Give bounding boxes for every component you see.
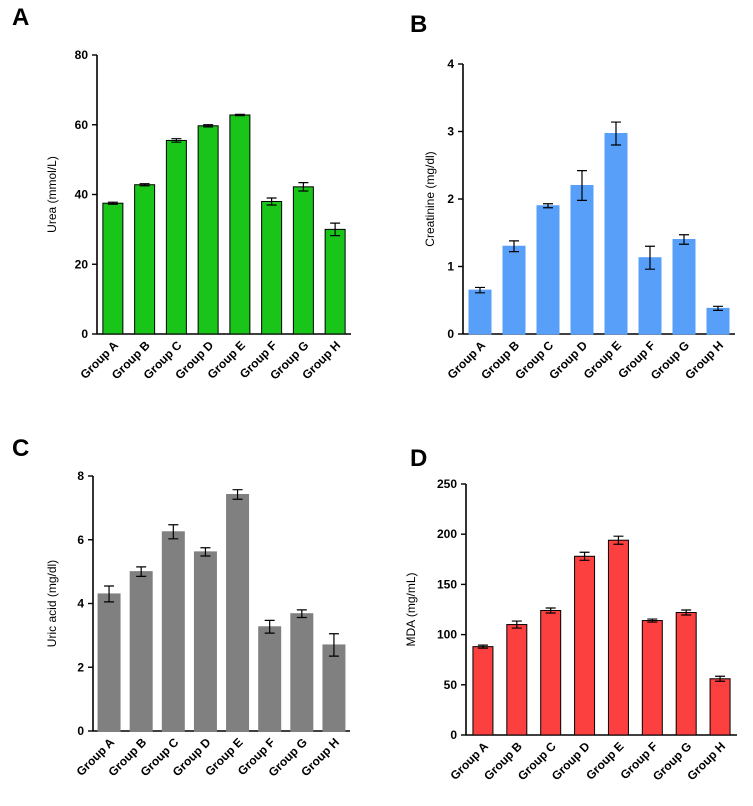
panel-c-error-bar xyxy=(264,619,275,634)
panel-a-bar xyxy=(261,200,283,335)
panel-d-error-bar xyxy=(681,609,692,616)
panel-d-y-tick-label: 0 xyxy=(450,728,457,742)
panel-a-error-bar xyxy=(139,183,150,187)
panel-a-y-tick-label: 80 xyxy=(75,48,89,62)
panel-d-y-tick-label: 150 xyxy=(437,577,457,591)
panel-c-error-bar xyxy=(232,489,243,500)
panel-d-bar xyxy=(675,612,697,736)
panel-d-error-bar xyxy=(579,551,590,561)
panel-d-letter: D xyxy=(410,445,427,472)
panel-b-y-tick-label: 3 xyxy=(447,125,454,139)
panel-b-bar xyxy=(672,239,696,335)
panel-b-error-bar xyxy=(509,240,519,253)
panel-a-y-tick-label: 20 xyxy=(75,257,89,271)
panel-a-bar xyxy=(292,186,314,335)
panel-d-y-tick-label: 50 xyxy=(444,678,458,692)
panel-a-bar xyxy=(324,228,346,335)
panel-b-y-tick-label: 2 xyxy=(447,192,454,206)
panel-b-error-bar xyxy=(577,170,587,201)
panel-c-error-bar xyxy=(328,633,339,657)
panel-d-error-bar xyxy=(545,607,556,614)
panel-c-error-bar xyxy=(200,547,211,557)
panel-b-category-label: Group E xyxy=(581,338,624,381)
panel-d-error-bar xyxy=(477,644,488,649)
panel-b-y-tick-label: 1 xyxy=(447,260,454,274)
panel-d-bar xyxy=(472,646,494,736)
panel-b-error-bar xyxy=(475,286,485,294)
panel-a-error-bar xyxy=(234,113,245,117)
panel-c-error-bar xyxy=(104,585,115,603)
panel-b-bar xyxy=(570,185,594,335)
panel-d-bar xyxy=(574,555,596,736)
panel-d-y-tick-label: 100 xyxy=(437,628,457,642)
panel-c-bar xyxy=(97,593,121,732)
panel-c-bar xyxy=(322,644,346,732)
panel-a-bar xyxy=(197,125,219,335)
panel-b-y-axis-title: Creatinine (mg/dl) xyxy=(423,151,437,246)
panel-d-bar xyxy=(709,678,731,736)
panel-b-error-bar xyxy=(713,305,723,311)
panel-a-y-tick-label: 0 xyxy=(81,327,88,341)
panel-b-error-bar xyxy=(611,121,621,146)
panel-a-y-tick-label: 60 xyxy=(75,118,89,132)
panel-a-error-bar xyxy=(171,138,182,143)
panel-b-bar xyxy=(706,307,730,335)
panel-b-bar xyxy=(468,289,492,335)
panel-a-bar xyxy=(102,202,124,335)
panel-a-error-bar xyxy=(330,222,341,237)
panel-d-bar xyxy=(607,539,629,736)
panel-c-y-tick-label: 6 xyxy=(77,533,84,547)
panel-d-error-bar xyxy=(715,675,726,682)
panel-b-y-tick-label: 4 xyxy=(447,57,454,71)
panel-d-error-bar xyxy=(613,535,624,545)
panel-a-bar xyxy=(134,184,156,335)
panel-a-bar xyxy=(229,114,251,335)
panel-b-error-bar xyxy=(679,234,689,245)
panel-a-y-tick-label: 40 xyxy=(75,188,89,202)
panel-d-bar xyxy=(540,610,562,736)
panel-d-y-axis-title: MDA (mg/mL) xyxy=(404,572,418,646)
panel-a-y-axis-title: Urea (mmol/L) xyxy=(45,156,59,233)
panel-a-letter: A xyxy=(12,4,29,31)
panel-c-y-tick-label: 2 xyxy=(77,660,84,674)
panel-c-bar xyxy=(129,571,153,732)
panel-c-y-tick-label: 0 xyxy=(77,724,84,738)
panel-c-bar xyxy=(226,493,250,732)
panel-d-bar xyxy=(506,624,528,736)
panel-b-y-tick-label: 0 xyxy=(447,327,454,341)
panel-b-error-bar xyxy=(543,203,553,209)
panel-c-error-bar xyxy=(136,566,147,578)
panel-c-bar xyxy=(258,626,282,732)
panel-a-error-bar xyxy=(107,201,118,205)
panel-b-letter: B xyxy=(410,11,427,38)
panel-c-y-axis-title: Uric acid (mg/dl) xyxy=(45,560,59,647)
panel-d-y-tick-label: 250 xyxy=(437,477,457,491)
panel-a-bar xyxy=(165,139,187,335)
panel-c-bar xyxy=(290,613,314,732)
panel-d-bar xyxy=(641,620,663,736)
panel-c-bar xyxy=(161,531,185,732)
panel-c-error-bar xyxy=(168,524,179,540)
panel-b-error-bar xyxy=(645,245,655,270)
panel-d-error-bar xyxy=(511,620,522,629)
panel-a-error-bar xyxy=(203,124,214,128)
panel-b-bar xyxy=(502,245,526,335)
panel-d-error-bar xyxy=(647,618,658,623)
panel-a-error-bar xyxy=(298,182,309,192)
panel-b-bar xyxy=(604,133,628,335)
panel-d-y-tick-label: 200 xyxy=(437,527,457,541)
panel-c-y-tick-label: 4 xyxy=(77,597,84,611)
panel-c-bar xyxy=(193,551,217,732)
panel-c-letter: C xyxy=(12,435,29,462)
panel-a-error-bar xyxy=(266,197,277,206)
panel-b-category-label: Group H xyxy=(682,338,726,382)
panel-c-error-bar xyxy=(296,609,307,619)
panel-c-y-tick-label: 8 xyxy=(77,469,84,483)
panel-b-bar xyxy=(536,205,560,335)
